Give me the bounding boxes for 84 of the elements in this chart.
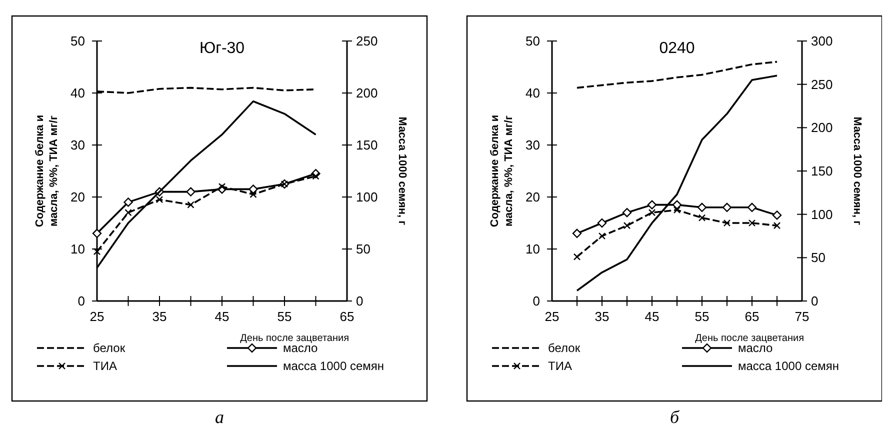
x-tick-label: 45 (644, 309, 660, 324)
point (572, 228, 582, 238)
y2-tick-label: 0 (356, 294, 364, 309)
y-axis-title: Содержание белка и масла, %%, ТИА мг/г (489, 114, 515, 228)
y2-tick-label: 250 (356, 34, 378, 49)
point (598, 232, 606, 240)
point (248, 184, 258, 194)
y-tick-label: 10 (526, 242, 540, 257)
legend-label: белок (93, 341, 126, 356)
y2-tick-label: 300 (811, 34, 833, 49)
x-axis-title: День после зацветания (240, 333, 349, 344)
y-tick-label: 30 (70, 138, 85, 153)
legend-label: ТИА (548, 359, 572, 374)
y-tick-label: 0 (78, 294, 85, 309)
y-tick-label: 40 (526, 86, 540, 101)
y2-tick-label: 0 (811, 294, 818, 309)
point (623, 222, 631, 230)
x-axis-title: День после зацветания (695, 333, 804, 344)
point (772, 210, 782, 220)
legend-label: ТИА (93, 359, 117, 374)
y2-tick-label: 200 (356, 86, 378, 101)
point (773, 222, 781, 230)
x-tick-label: 45 (214, 309, 230, 324)
x-tick-label: 65 (340, 309, 354, 324)
y-tick-label: 10 (70, 242, 85, 257)
y2-tick-label: 100 (356, 190, 378, 205)
point (723, 219, 731, 227)
point (672, 200, 682, 210)
x-tick-label: 25 (90, 309, 104, 324)
y-tick-label: 40 (70, 86, 85, 101)
point (218, 183, 226, 190)
point (673, 206, 681, 214)
y-tick-label: 20 (526, 190, 540, 205)
y-tick-label: 50 (526, 34, 540, 49)
point (250, 190, 257, 198)
point (92, 228, 102, 238)
point (722, 202, 732, 212)
y-tick-label: 50 (70, 34, 85, 49)
y2-axis-title: Масса 1000 семян, г (851, 116, 863, 226)
point (647, 200, 657, 210)
legend-label: масса 1000 семян (283, 359, 384, 374)
y2-tick-label: 100 (811, 206, 833, 222)
x-tick-label: 55 (277, 309, 292, 324)
y-tick-label: 30 (526, 138, 540, 153)
point (698, 214, 706, 222)
point (186, 187, 196, 196)
y2-tick-label: 250 (811, 76, 833, 92)
point (697, 202, 707, 212)
x-tick-label: 35 (152, 309, 167, 324)
point (597, 218, 607, 228)
point (93, 248, 101, 256)
y2-axis-title: Масса 1000 семян, г (396, 116, 408, 226)
legend-label: масса 1000 семян (738, 359, 840, 374)
point (124, 209, 132, 216)
y-tick-label: 20 (70, 190, 85, 205)
point (748, 219, 756, 227)
x-tick-label: 75 (794, 309, 810, 324)
x-tick-label: 35 (594, 309, 610, 324)
x-tick-label: 65 (744, 309, 760, 324)
text: б (670, 407, 680, 427)
point (156, 196, 164, 204)
y2-tick-label: 50 (811, 250, 826, 266)
line-series (576, 74, 778, 292)
x-tick-label: 25 (544, 309, 560, 324)
x-tick-label: 55 (694, 309, 710, 324)
line-series (576, 60, 778, 89)
point (747, 202, 757, 212)
y2-tick-label: 150 (356, 138, 378, 153)
point (622, 208, 632, 218)
chart-title: 0240 (659, 40, 695, 57)
y2-tick-label: 50 (356, 242, 370, 257)
text: а (215, 407, 224, 427)
point (648, 209, 656, 216)
y-tick-label: 0 (532, 294, 540, 309)
point (124, 198, 133, 207)
y2-tick-label: 150 (811, 164, 833, 179)
y-axis-title: Содержание белка и масла, %%, ТИА мг/г (34, 114, 60, 228)
point (187, 201, 194, 208)
legend-label: масло (283, 341, 318, 356)
legend-label: белок (548, 341, 581, 356)
chart-title: Юг-30 (199, 40, 245, 57)
legend-label: масло (738, 341, 774, 356)
point (573, 253, 581, 260)
y2-tick-label: 200 (811, 120, 833, 136)
